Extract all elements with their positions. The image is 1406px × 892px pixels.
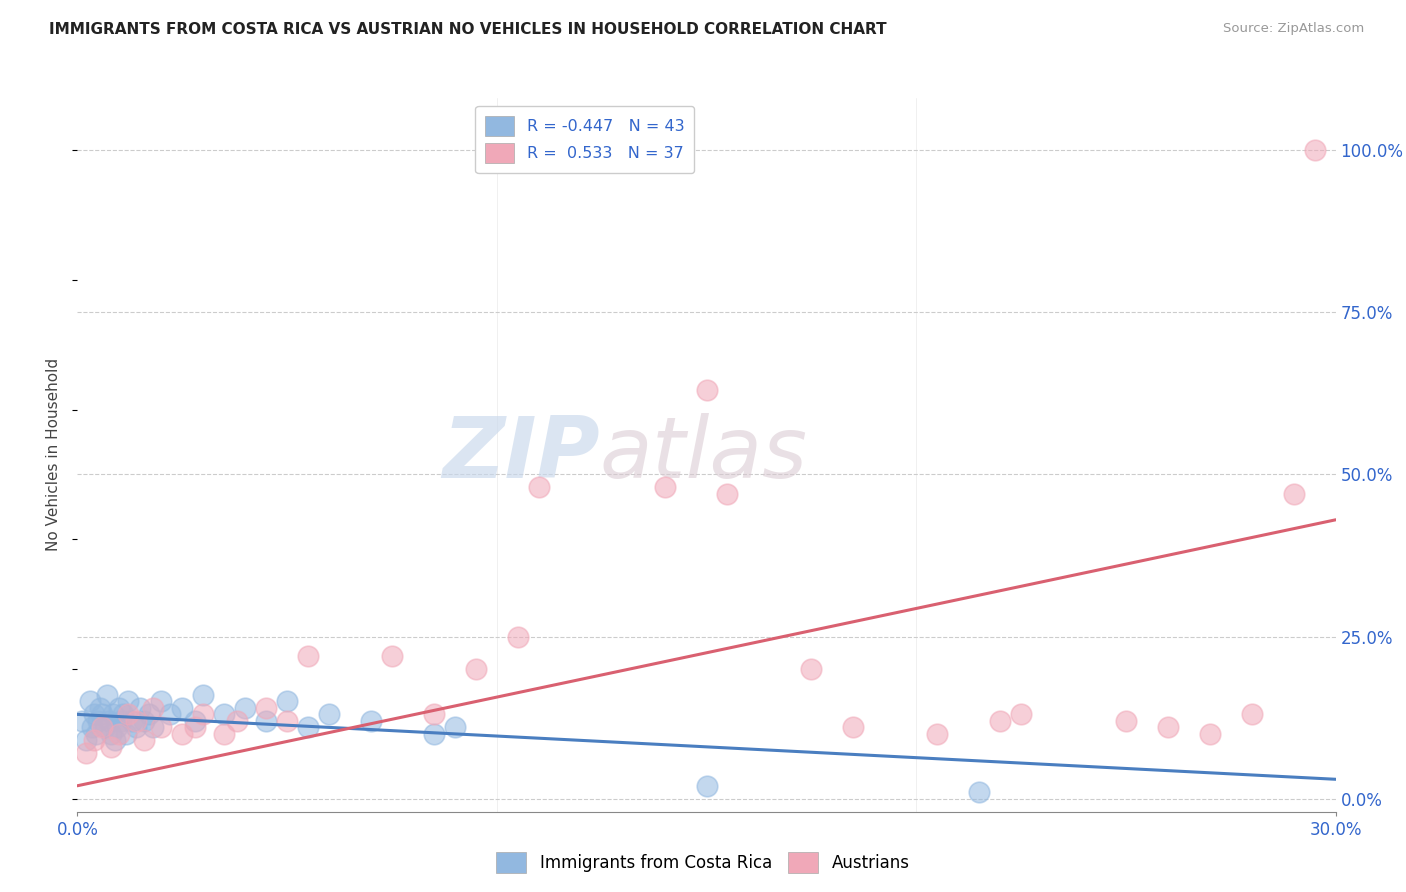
Text: atlas: atlas bbox=[599, 413, 807, 497]
Point bbox=[233, 701, 256, 715]
Point bbox=[125, 720, 148, 734]
Point bbox=[117, 707, 139, 722]
Point bbox=[254, 701, 277, 715]
Point bbox=[1010, 707, 1032, 722]
Point bbox=[696, 779, 718, 793]
Point bbox=[276, 694, 298, 708]
Point bbox=[104, 733, 127, 747]
Point bbox=[967, 785, 990, 799]
Point bbox=[184, 714, 207, 728]
Text: ZIP: ZIP bbox=[441, 413, 599, 497]
Point bbox=[1115, 714, 1137, 728]
Point bbox=[212, 727, 235, 741]
Point bbox=[276, 714, 298, 728]
Point bbox=[988, 714, 1011, 728]
Point bbox=[254, 714, 277, 728]
Point bbox=[444, 720, 467, 734]
Point bbox=[297, 648, 319, 663]
Point bbox=[75, 733, 97, 747]
Point bbox=[105, 720, 128, 734]
Point bbox=[83, 707, 105, 722]
Point bbox=[75, 747, 97, 761]
Point bbox=[800, 662, 823, 676]
Point bbox=[80, 720, 103, 734]
Point bbox=[93, 720, 115, 734]
Legend: R = -0.447   N = 43, R =  0.533   N = 37: R = -0.447 N = 43, R = 0.533 N = 37 bbox=[475, 106, 693, 173]
Point bbox=[927, 727, 949, 741]
Point bbox=[101, 707, 124, 722]
Text: Source: ZipAtlas.com: Source: ZipAtlas.com bbox=[1223, 22, 1364, 36]
Point bbox=[84, 727, 107, 741]
Point bbox=[96, 688, 118, 702]
Point bbox=[100, 739, 122, 754]
Point bbox=[114, 727, 136, 741]
Point bbox=[318, 707, 340, 722]
Point bbox=[1303, 143, 1326, 157]
Point bbox=[1157, 720, 1180, 734]
Point bbox=[464, 662, 486, 676]
Point bbox=[125, 714, 148, 728]
Point bbox=[142, 701, 165, 715]
Point bbox=[1198, 727, 1220, 741]
Point bbox=[150, 720, 173, 734]
Point bbox=[506, 630, 529, 644]
Point bbox=[91, 707, 114, 722]
Point bbox=[696, 383, 718, 397]
Point bbox=[159, 707, 181, 722]
Point bbox=[79, 694, 101, 708]
Point bbox=[97, 714, 120, 728]
Point bbox=[134, 733, 156, 747]
Point bbox=[117, 694, 139, 708]
Y-axis label: No Vehicles in Household: No Vehicles in Household bbox=[46, 359, 62, 551]
Point bbox=[138, 707, 160, 722]
Point bbox=[91, 720, 114, 734]
Point bbox=[716, 487, 738, 501]
Point bbox=[654, 480, 676, 494]
Point bbox=[121, 714, 143, 728]
Point bbox=[142, 720, 165, 734]
Point bbox=[172, 701, 194, 715]
Point bbox=[108, 727, 131, 741]
Point bbox=[150, 694, 173, 708]
Point bbox=[527, 480, 550, 494]
Point bbox=[108, 701, 131, 715]
Point bbox=[1282, 487, 1305, 501]
Point bbox=[184, 720, 207, 734]
Point bbox=[225, 714, 247, 728]
Point bbox=[297, 720, 319, 734]
Point bbox=[110, 714, 132, 728]
Point bbox=[172, 727, 194, 741]
Point bbox=[423, 707, 446, 722]
Point bbox=[842, 720, 865, 734]
Point bbox=[100, 727, 122, 741]
Point bbox=[70, 714, 93, 728]
Point bbox=[423, 727, 446, 741]
Point bbox=[89, 701, 111, 715]
Point bbox=[1240, 707, 1263, 722]
Point bbox=[360, 714, 382, 728]
Point bbox=[191, 707, 215, 722]
Point bbox=[129, 701, 152, 715]
Point bbox=[191, 688, 215, 702]
Point bbox=[83, 733, 105, 747]
Point bbox=[87, 714, 110, 728]
Point bbox=[381, 648, 404, 663]
Text: IMMIGRANTS FROM COSTA RICA VS AUSTRIAN NO VEHICLES IN HOUSEHOLD CORRELATION CHAR: IMMIGRANTS FROM COSTA RICA VS AUSTRIAN N… bbox=[49, 22, 887, 37]
Point bbox=[112, 707, 135, 722]
Point bbox=[134, 714, 156, 728]
Legend: Immigrants from Costa Rica, Austrians: Immigrants from Costa Rica, Austrians bbox=[489, 846, 917, 880]
Point bbox=[212, 707, 235, 722]
